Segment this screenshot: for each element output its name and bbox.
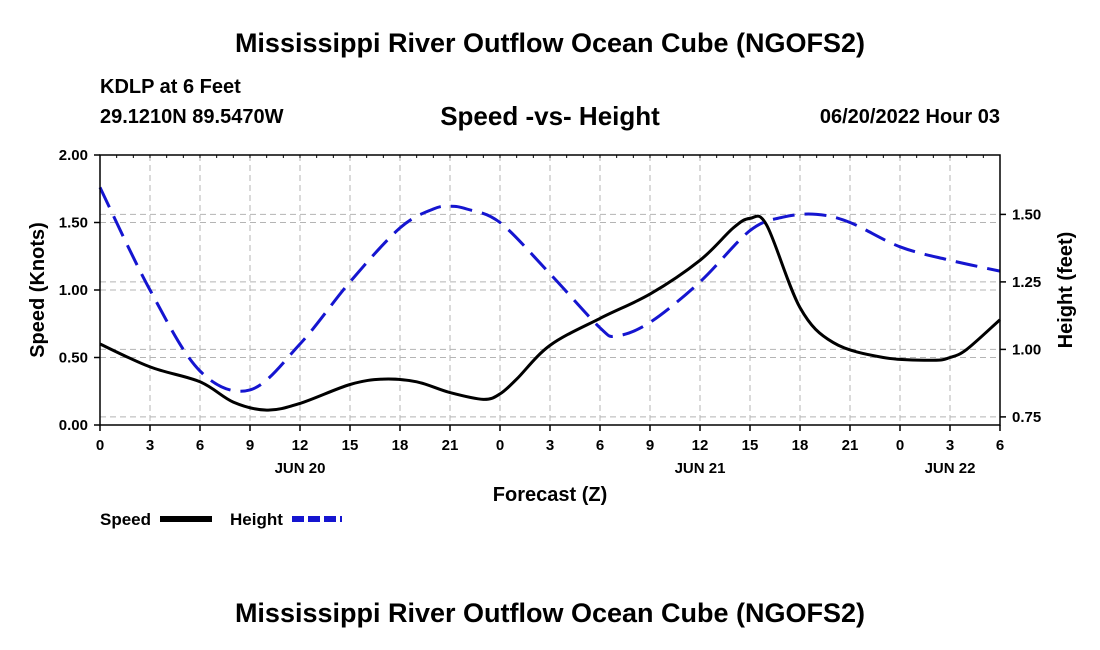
- legend-label-height: Height: [230, 510, 283, 529]
- x-tick-label: 15: [342, 437, 359, 454]
- y2-tick-label: 0.75: [1012, 409, 1041, 426]
- y2-tick-label: 1.25: [1012, 274, 1041, 291]
- chart-subtitle: Speed -vs- Height: [440, 101, 660, 131]
- legend: Speed Height: [100, 510, 342, 529]
- y-tick-label: 0.00: [59, 417, 88, 434]
- x-tick-label: 0: [896, 437, 904, 454]
- height-series-line: [98, 186, 1001, 393]
- x-tick-label: 21: [842, 437, 859, 454]
- x-tick-label: 21: [442, 437, 459, 454]
- x-tick-label: 6: [996, 437, 1004, 454]
- date-label: JUN 22: [925, 460, 976, 477]
- grid-lines: [100, 155, 1000, 425]
- y-tick-label: 2.00: [59, 147, 88, 164]
- axis-ticks: [94, 154, 1006, 431]
- x-tick-label: 18: [792, 437, 809, 454]
- y2-tick-label: 1.00: [1012, 341, 1041, 358]
- x-tick-label: 0: [96, 437, 104, 454]
- x-tick-label: 18: [392, 437, 409, 454]
- y-tick-label: 1.50: [59, 215, 88, 232]
- x-tick-label: 0: [496, 437, 504, 454]
- x-tick-label: 6: [196, 437, 204, 454]
- series-lines: [98, 186, 1001, 412]
- date-label: JUN 21: [675, 460, 726, 477]
- x-tick-label: 3: [146, 437, 154, 454]
- x-tick-label: 12: [292, 437, 309, 454]
- y-tick-label: 1.00: [59, 282, 88, 299]
- axis-labels: 0 3 6 9 12 15 18 21 0 3 6 9 12 15 18 21 0 3 6 0.00 0.50 1.00 1…: [27, 147, 1077, 506]
- x-tick-label: 3: [946, 437, 954, 454]
- x-tick-label: 9: [646, 437, 654, 454]
- x-tick-label: 3: [546, 437, 554, 454]
- forecast-datetime: 06/20/2022 Hour 03: [819, 106, 1000, 128]
- legend-label-speed: Speed: [100, 510, 151, 529]
- y-tick-label: 0.50: [59, 350, 88, 367]
- y-axis-title: Speed (Knots): [27, 222, 49, 358]
- x-tick-label: 12: [692, 437, 709, 454]
- y2-axis-title: Height (feet): [1055, 232, 1077, 349]
- x-tick-label: 6: [596, 437, 604, 454]
- chart-title: Mississippi River Outflow Ocean Cube (NG…: [234, 28, 866, 58]
- footer-title: Mississippi River Outflow Ocean Cube (NG…: [234, 598, 866, 628]
- speed-series-line: [99, 214, 1001, 412]
- x-tick-label: 15: [742, 437, 759, 454]
- y2-tick-label: 1.50: [1012, 206, 1041, 223]
- x-tick-label: 9: [246, 437, 254, 454]
- x-axis-title: Forecast (Z): [493, 484, 607, 506]
- station-label: KDLP at 6 Feet: [100, 76, 241, 98]
- station-coordinates: 29.1210N 89.5470W: [100, 106, 284, 128]
- date-label: JUN 20: [275, 460, 326, 477]
